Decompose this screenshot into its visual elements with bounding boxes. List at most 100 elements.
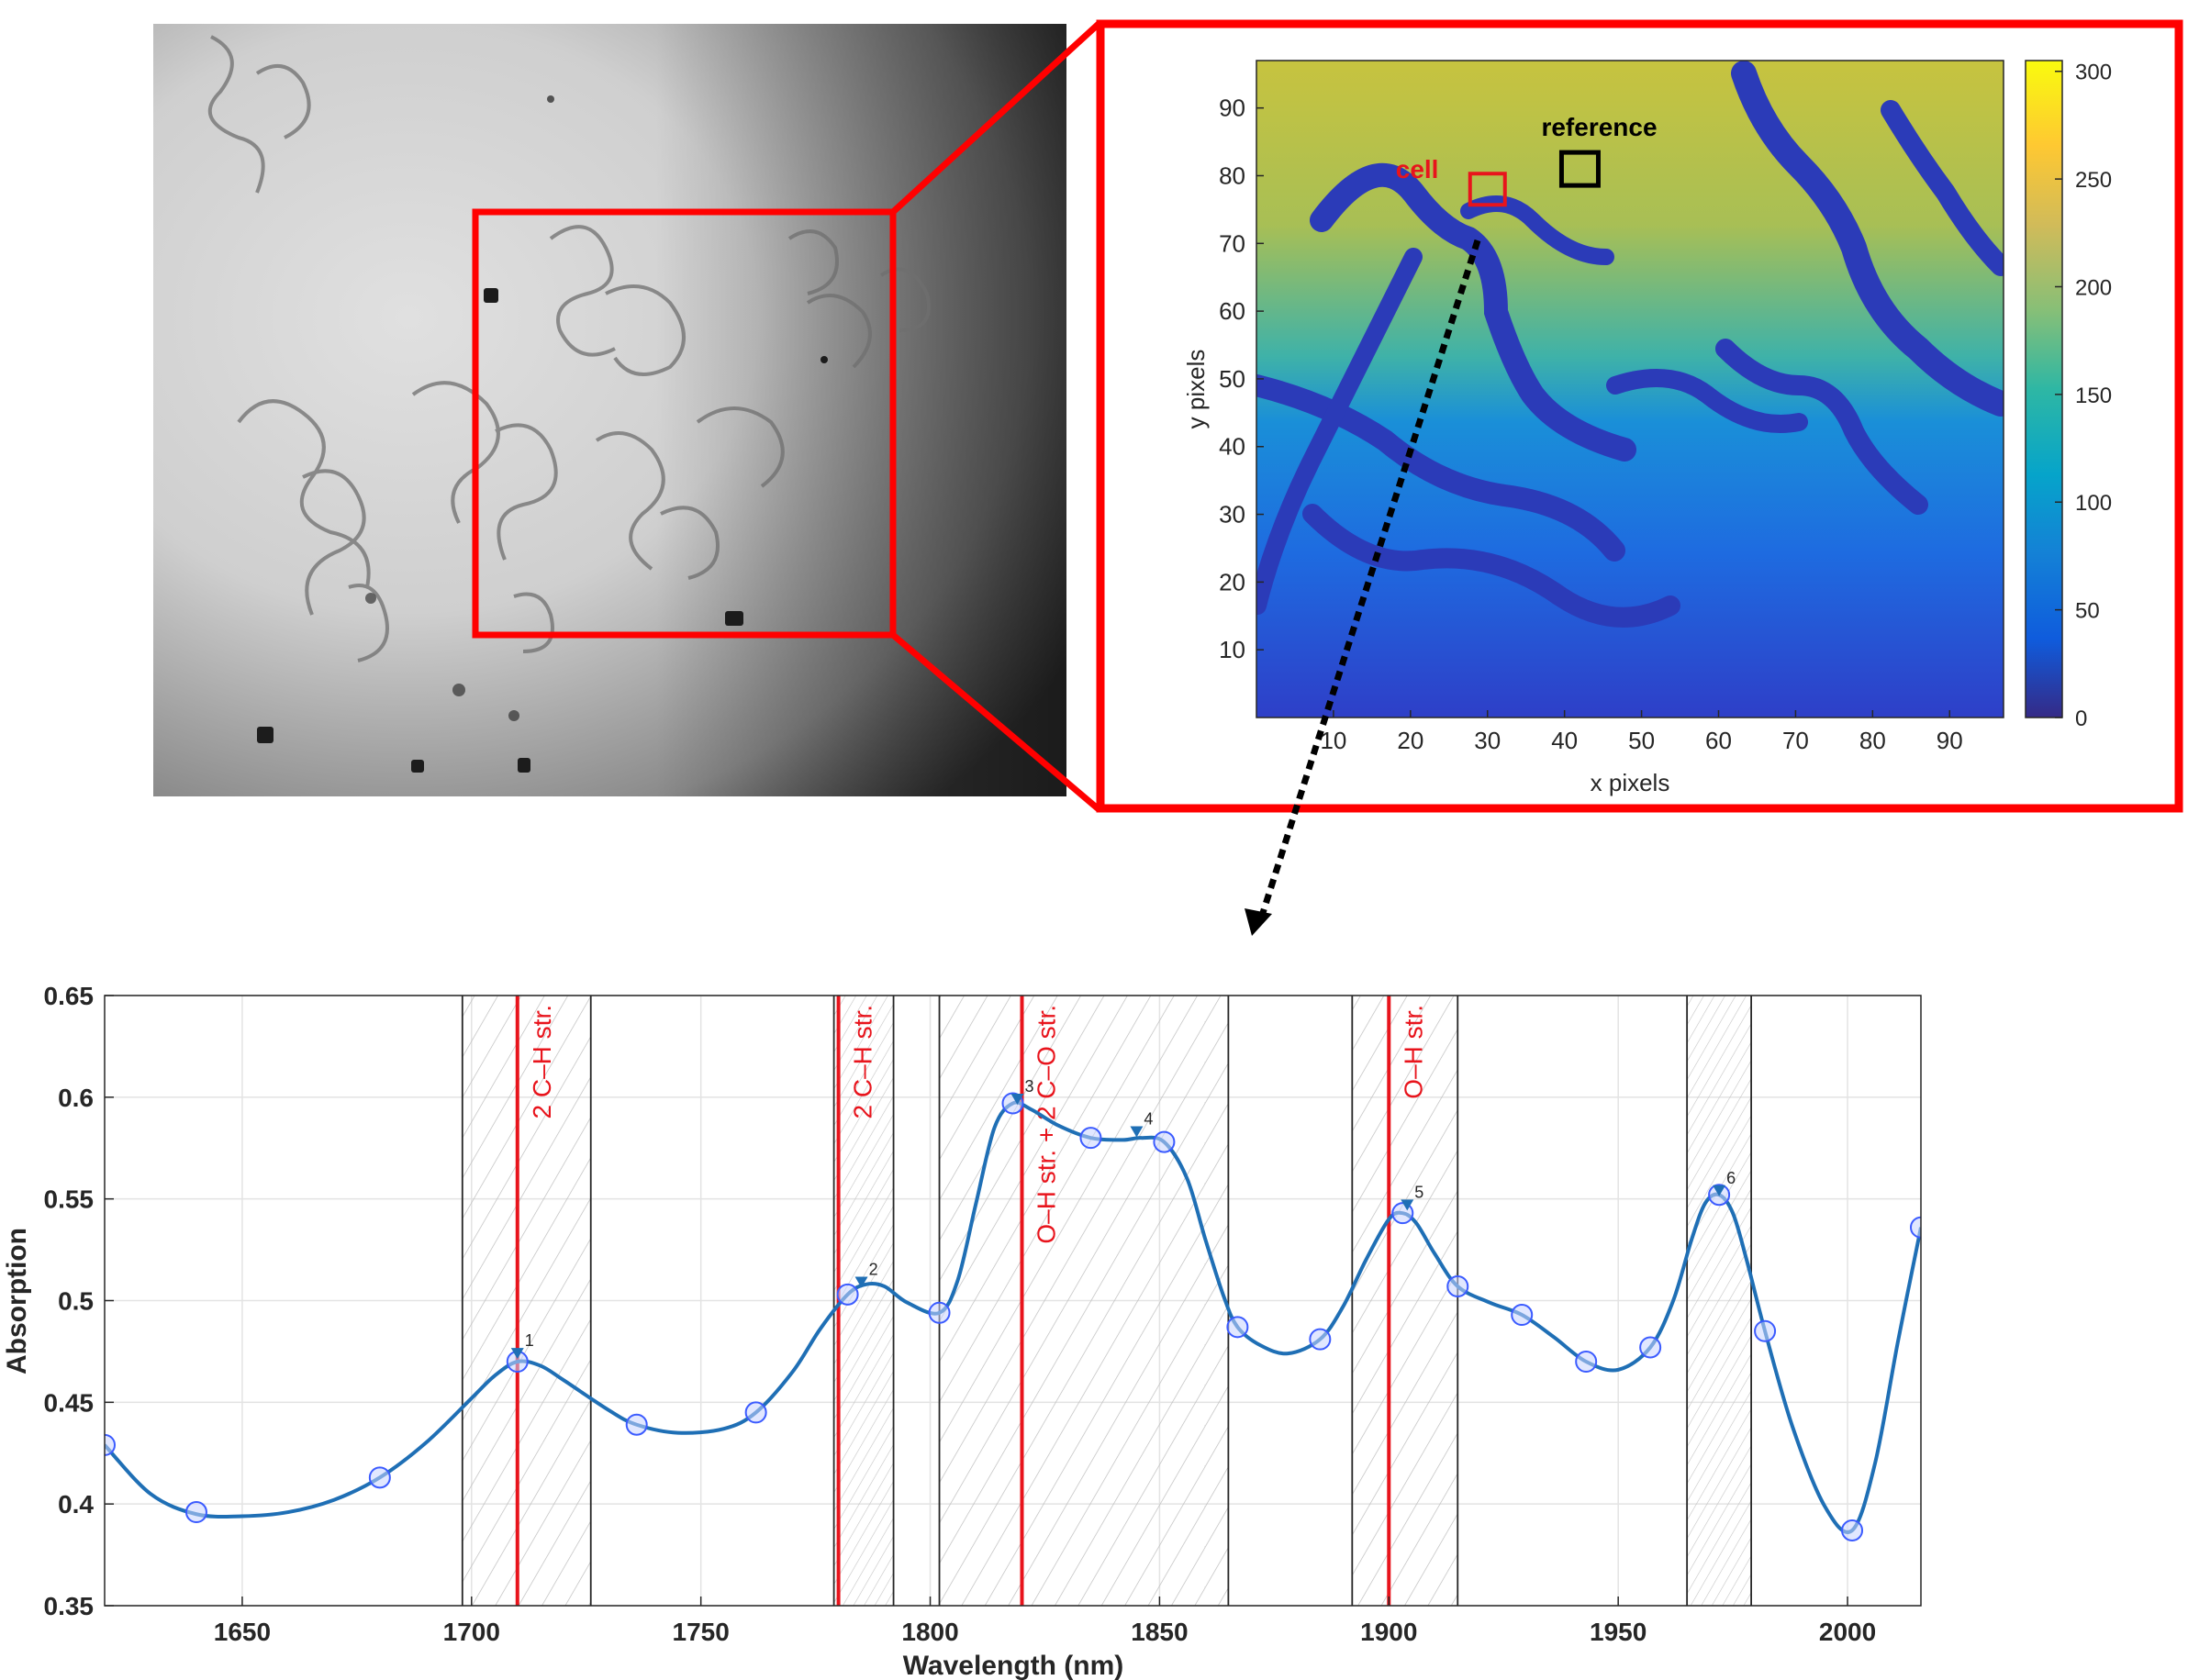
measured-point [184, 1501, 207, 1524]
measured-point [1446, 1274, 1469, 1297]
spectrum-y-ticks: 0.35 0.4 0.45 0.5 0.55 0.6 0.65 [44, 982, 114, 1620]
spectrum-y-tick-label: 0.4 [58, 1490, 94, 1519]
zoom-region-box [472, 208, 897, 639]
measured-point [1575, 1351, 1598, 1373]
band-assignments: 2 C–H str. 2 C–H str. O–H str. + 2 C–O str… [515, 996, 1427, 1606]
measured-point [1153, 1130, 1176, 1153]
heatmap-y-tick-label: 90 [1219, 95, 1245, 122]
spectral-band-hatch [1352, 996, 1458, 1606]
micrograph-panel [153, 21, 1101, 812]
heatmap-panel: 10 20 30 40 50 60 70 80 90 10 20 30 40 50 60 70 80 90 x … [1096, 19, 2183, 936]
measured-point [368, 1466, 391, 1489]
measured-point [1079, 1127, 1102, 1150]
heatmap-y-tick-label: 10 [1219, 636, 1245, 663]
heatmap-y-tick-label: 20 [1219, 568, 1245, 595]
cell-roi-box [1468, 172, 1507, 207]
spectrum-y-tick-label: 0.65 [44, 982, 95, 1010]
heatmap-x-ticks: 10 20 30 40 50 60 70 80 90 [1320, 710, 1963, 754]
spectral-band-hatch [939, 996, 1229, 1606]
spectrum-chart: 2 C–H str. 2 C–H str. O–H str. + 2 C–O str… [2, 982, 1922, 1680]
spectral-band-hatch [462, 996, 591, 1606]
spectrum-y-tick-label: 0.45 [44, 1388, 95, 1417]
heatmap-x-tick-label: 40 [1551, 727, 1578, 754]
colorbar-tick-label: 100 [2075, 491, 2112, 516]
colorbar-tick-label: 250 [2075, 168, 2112, 193]
peak-marker-icon [1401, 1199, 1414, 1211]
peak-label: 6 [1726, 1169, 1736, 1187]
peak-label: 5 [1414, 1183, 1423, 1201]
zoom-connector-top [890, 21, 1101, 215]
debris-particles [257, 95, 828, 773]
spectral-bands [461, 996, 1752, 1606]
heatmap-x-tick-label: 70 [1782, 727, 1809, 754]
spectrum-y-tick-label: 0.5 [58, 1287, 94, 1316]
heatmap-x-tick-label: 90 [1937, 727, 1963, 754]
reference-roi-box [1558, 150, 1601, 188]
colorbar-tick-label: 0 [2075, 706, 2087, 731]
assignment-label: 2 C–H str. [528, 1005, 556, 1118]
colorbar [2025, 60, 2063, 718]
peak-marker-icon [510, 1348, 524, 1360]
peak-marker-icon [1130, 1126, 1144, 1138]
measured-point [1511, 1304, 1534, 1327]
measured-point [1309, 1328, 1332, 1351]
cell-outlines [207, 35, 931, 662]
arrow-head-icon [1245, 908, 1272, 936]
peak-label: 2 [869, 1261, 878, 1279]
heatmap-axes-frame [1256, 60, 2004, 718]
cell-to-spectrum-arrow [1258, 239, 1481, 918]
spectrum-y-tick-label: 0.35 [44, 1592, 95, 1620]
measured-point [1910, 1216, 1921, 1239]
measured-point [928, 1301, 951, 1324]
spectrum-y-axis-label: Absorption [2, 1228, 32, 1374]
spectrum-x-tick-label: 1950 [1590, 1618, 1647, 1646]
heatmap-x-tick-label: 50 [1628, 727, 1655, 754]
spectrum-x-tick-label: 2000 [1819, 1618, 1876, 1646]
spectrum-x-tick-label: 1650 [214, 1618, 271, 1646]
assignment-label: O–H str. [1399, 1005, 1427, 1099]
cell-roi-label: cell [1396, 155, 1439, 184]
measured-point [1226, 1316, 1249, 1339]
measured-point [836, 1283, 859, 1306]
heatmap-y-tick-label: 30 [1219, 501, 1245, 528]
spectrum-x-axis-label: Wavelength (nm) [903, 1651, 1124, 1680]
measured-point [744, 1401, 767, 1424]
peak-markers: 1 2 3 4 5 6 [510, 1077, 1736, 1360]
spectrum-x-tick-label: 1850 [1131, 1618, 1188, 1646]
heatmap-y-ticks: 10 20 30 40 50 60 70 80 90 [1219, 95, 1264, 663]
spectrum-x-tick-label: 1900 [1360, 1618, 1417, 1646]
heatmap-x-tick-label: 10 [1320, 727, 1346, 754]
peak-label: 4 [1144, 1110, 1153, 1129]
heatmap-y-tick-label: 70 [1219, 229, 1245, 257]
measured-point [1639, 1336, 1662, 1359]
spectrum-x-tick-label: 1800 [901, 1618, 958, 1646]
heatmap-cell-structures [1256, 61, 2004, 628]
heatmap-x-axis-label: x pixels [1591, 769, 1670, 796]
measured-point [105, 1433, 116, 1456]
colorbar-tick-label: 150 [2075, 384, 2112, 408]
measured-point [1754, 1319, 1777, 1342]
measured-point [1841, 1519, 1864, 1541]
peak-marker-icon [1713, 1185, 1726, 1196]
heatmap-x-tick-label: 80 [1859, 727, 1886, 754]
peak-marker-icon [1010, 1094, 1024, 1106]
peak-label: 1 [525, 1331, 534, 1350]
peak-marker-icon [854, 1276, 868, 1288]
spectrum-x-tick-label: 1750 [673, 1618, 730, 1646]
colorbar-tick-label: 50 [2075, 599, 2100, 624]
spectral-band-hatch [1687, 996, 1752, 1606]
colorbar-tick-label: 200 [2075, 275, 2112, 300]
measured-points-series [105, 1092, 1921, 1541]
spectrum-y-tick-label: 0.55 [44, 1185, 95, 1214]
spectrum-x-tick-label: 1700 [443, 1618, 500, 1646]
zoom-connector-bottom [890, 632, 1101, 812]
heatmap-x-tick-label: 60 [1705, 727, 1732, 754]
spectrum-x-ticks: 1650 1700 1750 1800 1850 1900 1950 2000 [214, 1597, 1876, 1646]
heatmap-x-tick-label: 20 [1397, 727, 1423, 754]
heatmap-y-tick-label: 40 [1219, 433, 1245, 461]
spectrum-y-tick-label: 0.6 [58, 1084, 94, 1112]
heatmap-x-tick-label: 30 [1474, 727, 1501, 754]
assignment-label: 2 C–H str. [849, 1005, 877, 1118]
measured-point [625, 1413, 648, 1436]
